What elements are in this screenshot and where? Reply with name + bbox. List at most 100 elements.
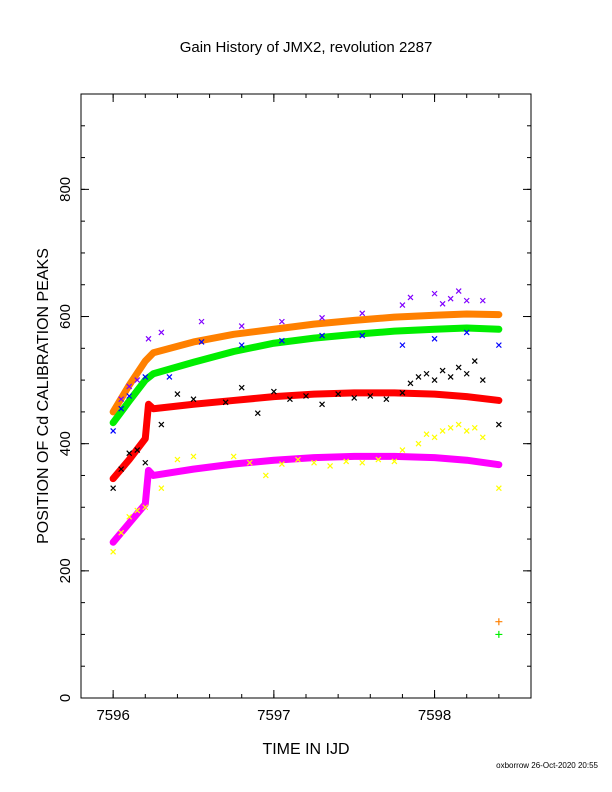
data-point [311,459,317,466]
data-point [278,318,285,325]
data-point [319,314,325,321]
data-point [262,472,269,479]
credit-footer: oxborrow 26-Oct-2020 20:55 [496,761,598,770]
y-tick-label: 400 [57,431,74,456]
data-point [431,377,438,384]
data-point [495,485,502,492]
data-point [110,428,117,434]
data-point [383,396,390,403]
data-point [463,329,470,336]
x-tick-label: 7596 [96,707,129,724]
data-point [431,290,438,297]
data-point [439,428,446,434]
chart-title: Gain History of JMX2, revolution 2287 [180,39,433,56]
series-6 [110,358,502,492]
x-axis-title: TIME IN IJD [262,741,349,758]
data-point [495,630,503,638]
data-point [415,374,422,380]
data-point [158,329,165,336]
data-point [463,297,470,304]
data-point [246,459,253,466]
series-7 [110,421,502,555]
data-point [335,391,342,398]
data-point [447,424,454,431]
data-point [423,431,430,438]
data-point [463,370,470,377]
data-point [391,458,398,465]
data-point [447,374,454,380]
data-point [359,332,366,339]
data-point [278,337,285,344]
series-8 [495,618,503,626]
data-point [471,358,478,364]
data-point [479,434,486,441]
data-point [399,302,406,309]
data-point [118,529,125,536]
x-tick-label: 7597 [257,707,290,724]
data-point [174,456,181,463]
y-tick-label: 600 [57,304,74,329]
y-tick-label: 0 [57,694,74,702]
series-2-line [109,389,503,483]
data-point [134,507,141,514]
data-point [198,339,205,345]
series-4 [118,288,486,403]
data-point [303,393,309,399]
data-point [134,377,141,384]
data-point [319,332,325,339]
data-point [471,424,478,431]
data-point [174,391,181,398]
data-point [431,335,438,342]
series-1 [109,324,503,427]
series-0-line [109,310,503,416]
series-0 [109,310,503,416]
data-point [238,384,245,391]
data-point [126,450,133,457]
data-point [423,370,430,377]
data-point [455,288,462,295]
data-point [407,294,414,301]
data-point [134,447,141,453]
series-9 [495,630,503,638]
data-point [126,513,133,520]
data-point [319,401,325,408]
data-point [455,364,462,371]
data-point [198,318,205,325]
data-point [230,453,237,460]
data-point [447,295,454,302]
axis-ticks: 7596 7597 7598 0 200 400 600 800 [57,93,532,724]
data-point [479,297,486,304]
data-point [495,342,502,349]
data-point [463,428,470,434]
data-point [118,405,125,412]
series-3-line [109,452,503,546]
data-point [126,383,133,390]
data-point [399,342,406,349]
data-point [270,388,277,395]
series-layer [109,288,503,638]
data-point [126,393,133,399]
data-point [407,380,414,387]
data-point [399,389,406,396]
data-point [118,466,125,473]
data-point [479,377,486,384]
data-point [278,461,285,467]
y-axis-title: POSITION OF Cd CALIBRATION PEAKS [35,248,52,544]
data-point [142,459,149,466]
data-point [455,421,462,428]
data-point [222,399,229,406]
series-5 [110,329,502,434]
data-point [495,421,502,428]
data-point [254,410,261,417]
data-point [439,367,446,374]
data-point [142,504,149,511]
data-point [190,453,197,460]
data-point [110,485,117,492]
data-point [118,396,125,403]
data-point [415,440,422,447]
y-tick-label: 800 [57,177,74,202]
data-point [351,394,358,401]
data-point [238,323,245,329]
data-point [327,463,334,469]
